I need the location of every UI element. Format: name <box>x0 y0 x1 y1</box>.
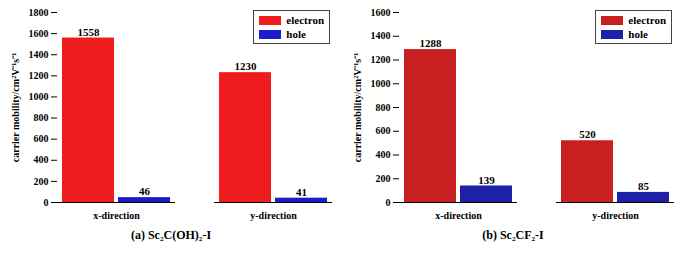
svg-text:800: 800 <box>34 112 49 123</box>
svg-text:1400: 1400 <box>29 49 49 60</box>
svg-text:1600: 1600 <box>29 28 49 39</box>
svg-text:400: 400 <box>34 154 49 165</box>
svg-text:1000: 1000 <box>371 78 391 89</box>
svg-text:1200: 1200 <box>29 70 49 81</box>
svg-text:1400: 1400 <box>371 30 391 41</box>
svg-text:1800: 1800 <box>29 7 49 18</box>
svg-text:1600: 1600 <box>371 7 391 18</box>
html-text:hole: hole <box>628 28 648 40</box>
svg-text:800: 800 <box>376 102 391 113</box>
svg-text:200: 200 <box>376 173 391 184</box>
html-text:(a) Sc₂C(OH)₂-I: (a) Sc₂C(OH)₂-I <box>130 228 212 242</box>
svg-text:1288: 1288 <box>420 37 443 49</box>
svg-text:carrier mobility/cm²V⁻¹s⁻¹: carrier mobility/cm²V⁻¹s⁻¹ <box>352 53 363 163</box>
svg-text:0: 0 <box>44 197 49 208</box>
svg-text:600: 600 <box>34 133 49 144</box>
svg-text:0: 0 <box>386 197 391 208</box>
svg-text:600: 600 <box>376 125 391 136</box>
svg-text:y-direction: y-direction <box>592 210 639 221</box>
svg-text:41: 41 <box>296 186 307 198</box>
html-text:(b) Sc₂CF₂-I: (b) Sc₂CF₂-I <box>482 228 544 242</box>
svg-text:1000: 1000 <box>29 91 49 102</box>
svg-text:carrier mobility/cm²V⁻¹s⁻¹: carrier mobility/cm²V⁻¹s⁻¹ <box>10 53 21 163</box>
svg-text:y-direction: y-direction <box>250 210 297 221</box>
html-text:electron: electron <box>628 14 666 26</box>
svg-text:520: 520 <box>579 128 596 140</box>
svg-text:46: 46 <box>139 185 151 197</box>
svg-text:139: 139 <box>478 174 495 186</box>
svg-text:85: 85 <box>638 180 650 192</box>
svg-text:1200: 1200 <box>371 54 391 65</box>
svg-text:x-direction: x-direction <box>435 210 482 221</box>
svg-text:200: 200 <box>34 176 49 187</box>
svg-text:400: 400 <box>376 149 391 160</box>
svg-text:x-direction: x-direction <box>93 210 140 221</box>
html-text:hole: hole <box>286 28 306 40</box>
svg-text:1230: 1230 <box>235 60 258 72</box>
svg-text:1558: 1558 <box>78 26 101 38</box>
html-text:electron: electron <box>286 14 324 26</box>
